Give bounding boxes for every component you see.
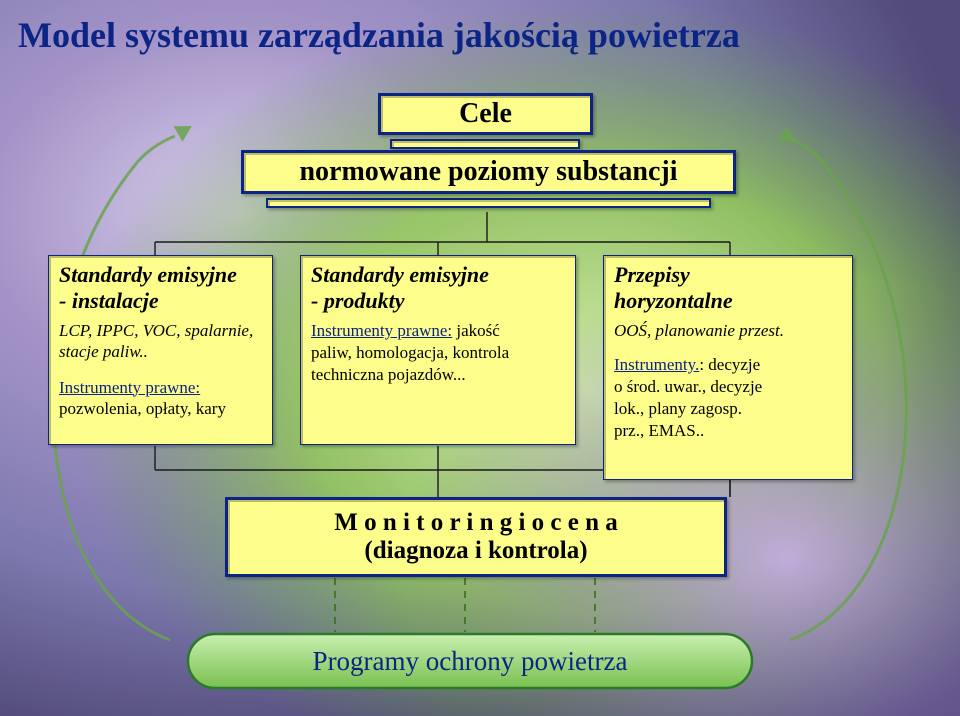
programs-shape: Programy ochrony powietrza — [186, 632, 754, 690]
cele-label: Cele — [381, 96, 590, 132]
col-left-body: LCP, IPPC, VOC, spalarnie,stacje paliw..… — [59, 320, 262, 419]
col-horizontal-rules: Przepisyhoryzontalne OOŚ, planowanie prze… — [603, 255, 853, 480]
programs-label: Programy ochrony powietrza — [186, 632, 754, 690]
col-standards-products: Standardy emisyjne- produkty Instrumenty … — [300, 255, 576, 445]
col-title: Standardy emisyjne- instalacje — [59, 262, 262, 314]
monitoring-box: M o n i t o r i n g i o c e n a(diagnoza… — [225, 497, 727, 577]
col-title: Przepisyhoryzontalne — [614, 262, 842, 314]
page-title: Model systemu zarządzania jakością powie… — [18, 14, 740, 56]
col-mid-body: Instrumenty prawne: jakośćpaliw, homolog… — [311, 320, 565, 386]
normowane-underlay — [266, 198, 711, 208]
cele-underlay — [390, 139, 580, 149]
cele-box: Cele — [378, 93, 593, 135]
col-title: Standardy emisyjne- produkty — [311, 262, 565, 314]
normowane-box: normowane poziomy substancji — [241, 150, 736, 194]
col-right-body: OOŚ, planowanie przest. Instrumenty.: de… — [614, 320, 842, 442]
normowane-label: normowane poziomy substancji — [244, 153, 733, 191]
diagram-root: Model systemu zarządzania jakością powie… — [0, 0, 960, 716]
col-standards-installations: Standardy emisyjne- instalacje LCP, IPPC,… — [48, 255, 273, 445]
monitoring-text: M o n i t o r i n g i o c e n a(diagnoza… — [228, 500, 724, 574]
